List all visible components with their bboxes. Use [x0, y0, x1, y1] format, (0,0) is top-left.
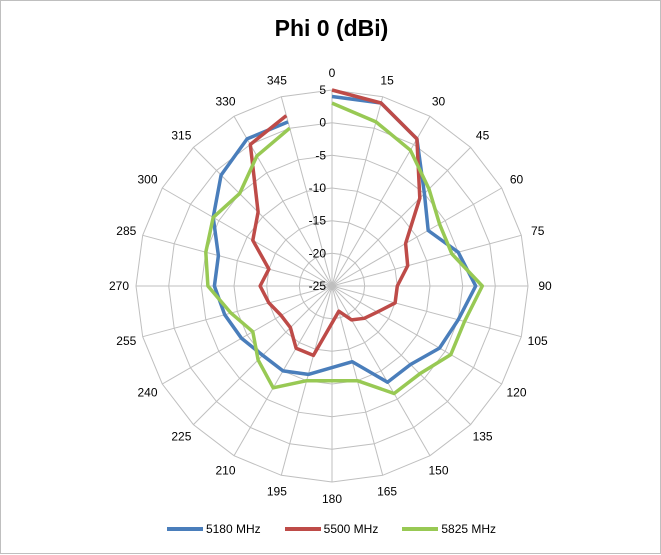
legend-item: 5825 MHz	[402, 521, 496, 536]
grid-spoke	[331, 96, 384, 287]
grid-spoke	[162, 187, 333, 287]
radial-tick-label: -5	[315, 148, 326, 162]
legend-label: 5825 MHz	[441, 521, 497, 536]
radial-tick-label: -10	[309, 181, 327, 195]
grid-spoke	[331, 285, 522, 338]
angle-label: 300	[137, 173, 157, 187]
grid-spoke	[331, 147, 471, 287]
angle-label: 15	[380, 73, 394, 87]
angle-label: 180	[322, 492, 342, 506]
angle-label: 165	[377, 485, 397, 499]
grid-spoke	[331, 187, 502, 287]
angle-label: 210	[215, 464, 235, 478]
legend-swatch	[402, 526, 439, 531]
series-line	[248, 88, 422, 358]
angle-label: 105	[528, 334, 548, 348]
angle-label: 0	[329, 66, 336, 80]
grid-spoke	[331, 285, 431, 456]
radial-tick-label: -25	[309, 279, 327, 293]
grid-spoke	[331, 285, 471, 425]
legend: 5180 MHz 5500 MHz 5825 MHz	[1, 521, 661, 536]
grid-spoke	[280, 96, 333, 287]
angle-label: 45	[476, 128, 490, 142]
radial-tick-label: -15	[309, 214, 327, 228]
chart-title: Phi 0 (dBi)	[274, 15, 389, 41]
angle-label: 315	[171, 128, 191, 142]
radial-tick-label: 0	[319, 116, 326, 130]
series-line	[211, 94, 478, 384]
grid-spoke	[331, 285, 502, 385]
angle-label: 90	[538, 279, 552, 293]
angle-label: 330	[215, 95, 235, 109]
grid-spoke	[193, 147, 333, 287]
grid-spoke	[331, 234, 522, 287]
grid-spoke	[142, 234, 333, 287]
radial-tick-label: -20	[309, 246, 327, 260]
grid-spoke	[331, 116, 431, 287]
angle-label: 30	[432, 95, 446, 109]
grid-layer	[135, 89, 529, 483]
label-layer: 50-5-10-15-20-25015304560759010512013515…	[109, 66, 552, 506]
legend-label: 5500 MHz	[323, 521, 379, 536]
grid-spoke	[142, 285, 333, 338]
angle-label: 75	[531, 224, 545, 238]
radial-tick-label: 5	[319, 83, 326, 97]
angle-label: 345	[267, 73, 287, 87]
angle-label: 135	[473, 430, 493, 444]
angle-label: 150	[428, 464, 448, 478]
angle-label: 270	[109, 279, 129, 293]
grid-spoke	[162, 285, 333, 385]
angle-label: 240	[137, 386, 157, 400]
angle-label: 120	[506, 386, 526, 400]
series-layer	[204, 88, 485, 396]
angle-label: 285	[116, 224, 136, 238]
grid-spoke	[233, 116, 333, 287]
angle-label: 255	[116, 334, 136, 348]
legend-swatch	[166, 526, 203, 531]
legend-item: 5180 MHz	[166, 521, 261, 536]
series-line	[204, 101, 485, 396]
legend-item: 5500 MHz	[284, 521, 379, 536]
angle-label: 60	[510, 173, 524, 187]
angle-label: 225	[171, 430, 191, 444]
angle-label: 195	[267, 485, 287, 499]
legend-label: 5180 MHz	[205, 521, 261, 536]
legend-swatch	[284, 526, 321, 531]
